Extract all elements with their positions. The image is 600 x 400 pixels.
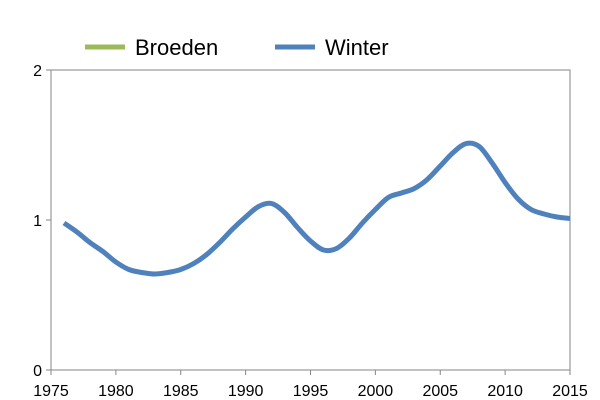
legend-label-winter: Winter [325,35,389,60]
legend-entry-broeden: Broeden [85,35,218,60]
y-tick-label: 0 [33,363,42,380]
x-tick-label: 2005 [422,383,458,400]
x-tick-label: 1980 [98,383,134,400]
series-layer [62,140,571,277]
x-tick-label: 2015 [552,383,588,400]
legend-entry-winter: Winter [275,35,389,60]
x-tick-label: 2000 [358,383,394,400]
legend-label-broeden: Broeden [135,35,218,60]
y-tick-label: 2 [33,63,42,80]
series-line-winter [62,140,571,277]
x-tick-label: 1990 [228,383,264,400]
x-axis: 1975 1980 1985 1990 1995 2000 2005 2010 2015 [33,370,588,400]
y-axis: 0 1 2 [33,63,51,380]
legend: Broeden Winter [85,35,389,60]
x-tick-label: 1975 [33,383,69,400]
x-tick-label: 1985 [163,383,199,400]
x-tick-label: 1995 [293,383,329,400]
x-tick-label: 2010 [487,383,523,400]
y-tick-label: 1 [33,213,42,230]
plot-area [50,69,571,371]
